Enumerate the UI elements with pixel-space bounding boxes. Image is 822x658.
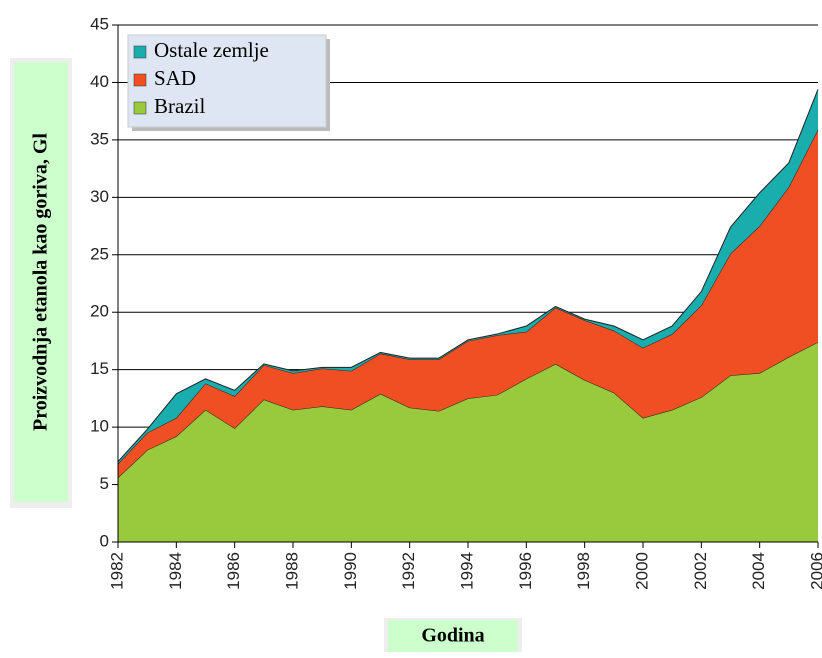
y-tick-label: 0: [100, 531, 109, 550]
x-tick-label: 1990: [341, 552, 360, 590]
x-tick-label: 1996: [516, 552, 535, 590]
y-tick-label: 45: [90, 14, 109, 33]
y-tick-label: 30: [90, 187, 109, 206]
x-tick-label: 1998: [574, 552, 593, 590]
y-tick-label: 25: [90, 244, 109, 263]
legend: [127, 34, 327, 128]
y-tick-label: 5: [100, 474, 109, 493]
y-tick-label: 15: [90, 359, 109, 378]
x-tick-label: 2000: [632, 552, 651, 590]
x-tick-label: 1992: [399, 552, 418, 590]
x-tick-label: 2006: [807, 552, 822, 590]
x-tick-label: 1988: [282, 552, 301, 590]
y-tick-label: 35: [90, 129, 109, 148]
y-tick-label: 40: [90, 72, 109, 91]
legend-swatch: [133, 101, 147, 115]
y-axis-label: Proizvodnja etanola kao goriva, Gl: [30, 133, 52, 431]
area-edge: [117, 89, 819, 462]
legend-label: Ostale zemlje: [154, 38, 269, 62]
area: [118, 342, 818, 542]
x-tick-label: 1986: [224, 552, 243, 590]
legend-swatch: [133, 73, 147, 87]
x-label-box: [388, 620, 518, 652]
y-label-box: [14, 62, 68, 502]
x-tick-label: 1984: [166, 552, 185, 590]
legend-label: Brazil: [154, 94, 205, 118]
x-axis-label: Godina: [421, 625, 484, 647]
legend-swatch: [133, 45, 147, 59]
area: [118, 129, 818, 478]
y-tick-label: 20: [90, 302, 109, 321]
x-tick-label: 2004: [749, 552, 768, 590]
x-tick-label: 1994: [457, 552, 476, 590]
x-tick-label: 2002: [691, 552, 710, 590]
y-tick-label: 10: [90, 417, 109, 436]
x-tick-label: 1982: [107, 552, 126, 590]
legend-label: SAD: [154, 66, 196, 90]
